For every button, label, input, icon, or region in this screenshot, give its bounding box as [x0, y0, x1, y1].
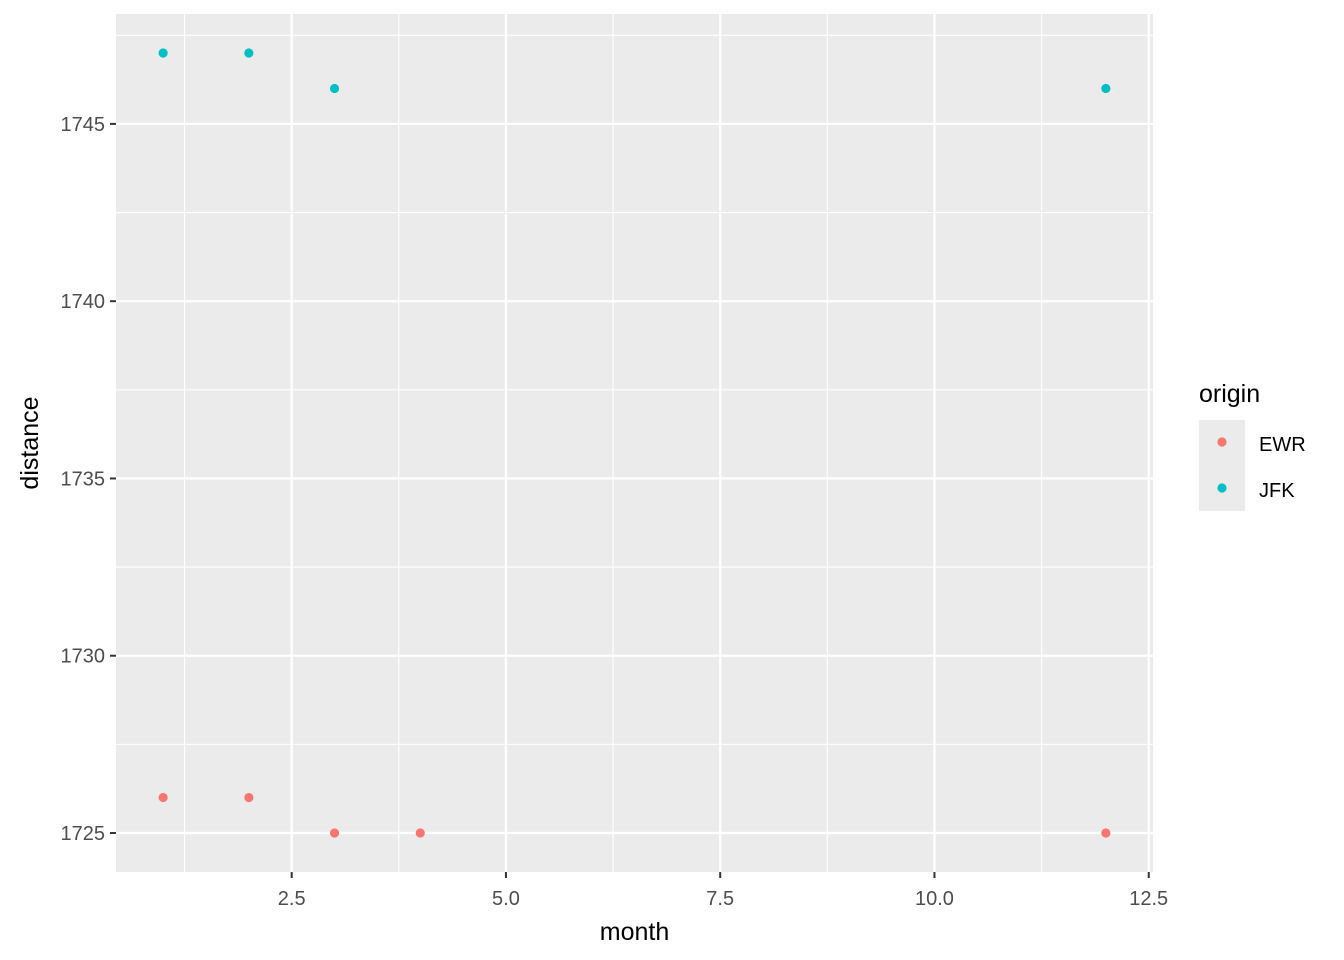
point-jfk	[329, 83, 340, 94]
data-points	[158, 48, 1111, 838]
y-tick-label: 1730	[61, 646, 106, 668]
y-tick-label: 1740	[61, 291, 106, 313]
major-grid	[116, 14, 1153, 872]
y-tick-label: 1745	[61, 114, 106, 136]
point-jfk	[158, 48, 168, 58]
x-tick-label: 10.0	[915, 888, 954, 910]
x-tick-label: 2.5	[278, 888, 306, 910]
legend-title: origin	[1199, 380, 1260, 408]
legend-label-ewr: EWR	[1259, 434, 1306, 456]
y-tick-label: 1735	[61, 468, 106, 490]
x-tick-label: 7.5	[706, 888, 734, 910]
point-ewr	[244, 792, 254, 803]
plot-panel	[116, 14, 1153, 872]
point-ewr	[329, 828, 340, 838]
minor-grid	[116, 14, 1153, 872]
legend-key-jfk	[1217, 483, 1227, 493]
x-axis-title: month	[600, 918, 669, 946]
point-ewr	[415, 828, 425, 838]
point-ewr	[158, 792, 168, 803]
y-tick-label: 1725	[61, 823, 106, 845]
point-jfk	[1101, 83, 1111, 94]
point-jfk	[244, 48, 254, 58]
legend: origin EWR JFK	[1199, 380, 1306, 511]
legend-key-ewr	[1217, 437, 1227, 447]
x-tick-label: 5.0	[492, 888, 520, 910]
legend-label-jfk: JFK	[1259, 480, 1295, 502]
x-tick-label: 12.5	[1129, 888, 1168, 910]
y-axis: 1725 1730 1735 1740 1745	[61, 114, 116, 845]
x-axis: 2.5 5.0 7.5 10.0 12.5	[278, 872, 1168, 910]
point-ewr	[1101, 828, 1111, 838]
y-axis-title: distance	[16, 396, 44, 489]
